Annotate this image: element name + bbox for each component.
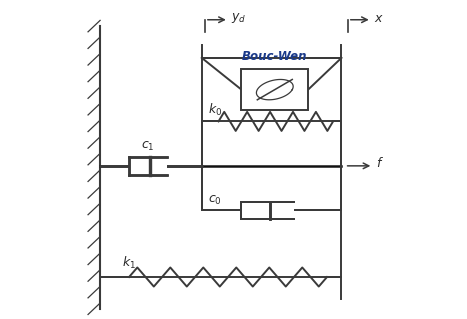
Bar: [241, 202, 294, 219]
Text: $x$: $x$: [374, 12, 384, 25]
Text: $y_d$: $y_d$: [231, 11, 246, 25]
Text: $c_0$: $c_0$: [208, 193, 222, 206]
Bar: [241, 69, 308, 110]
Bar: [128, 157, 167, 174]
Text: $c_1$: $c_1$: [141, 140, 155, 153]
Text: $k_1$: $k_1$: [122, 255, 136, 271]
Text: $k_0$: $k_0$: [208, 101, 222, 118]
Text: $f$: $f$: [376, 156, 384, 170]
Text: Bouc-Wen: Bouc-Wen: [242, 50, 308, 63]
